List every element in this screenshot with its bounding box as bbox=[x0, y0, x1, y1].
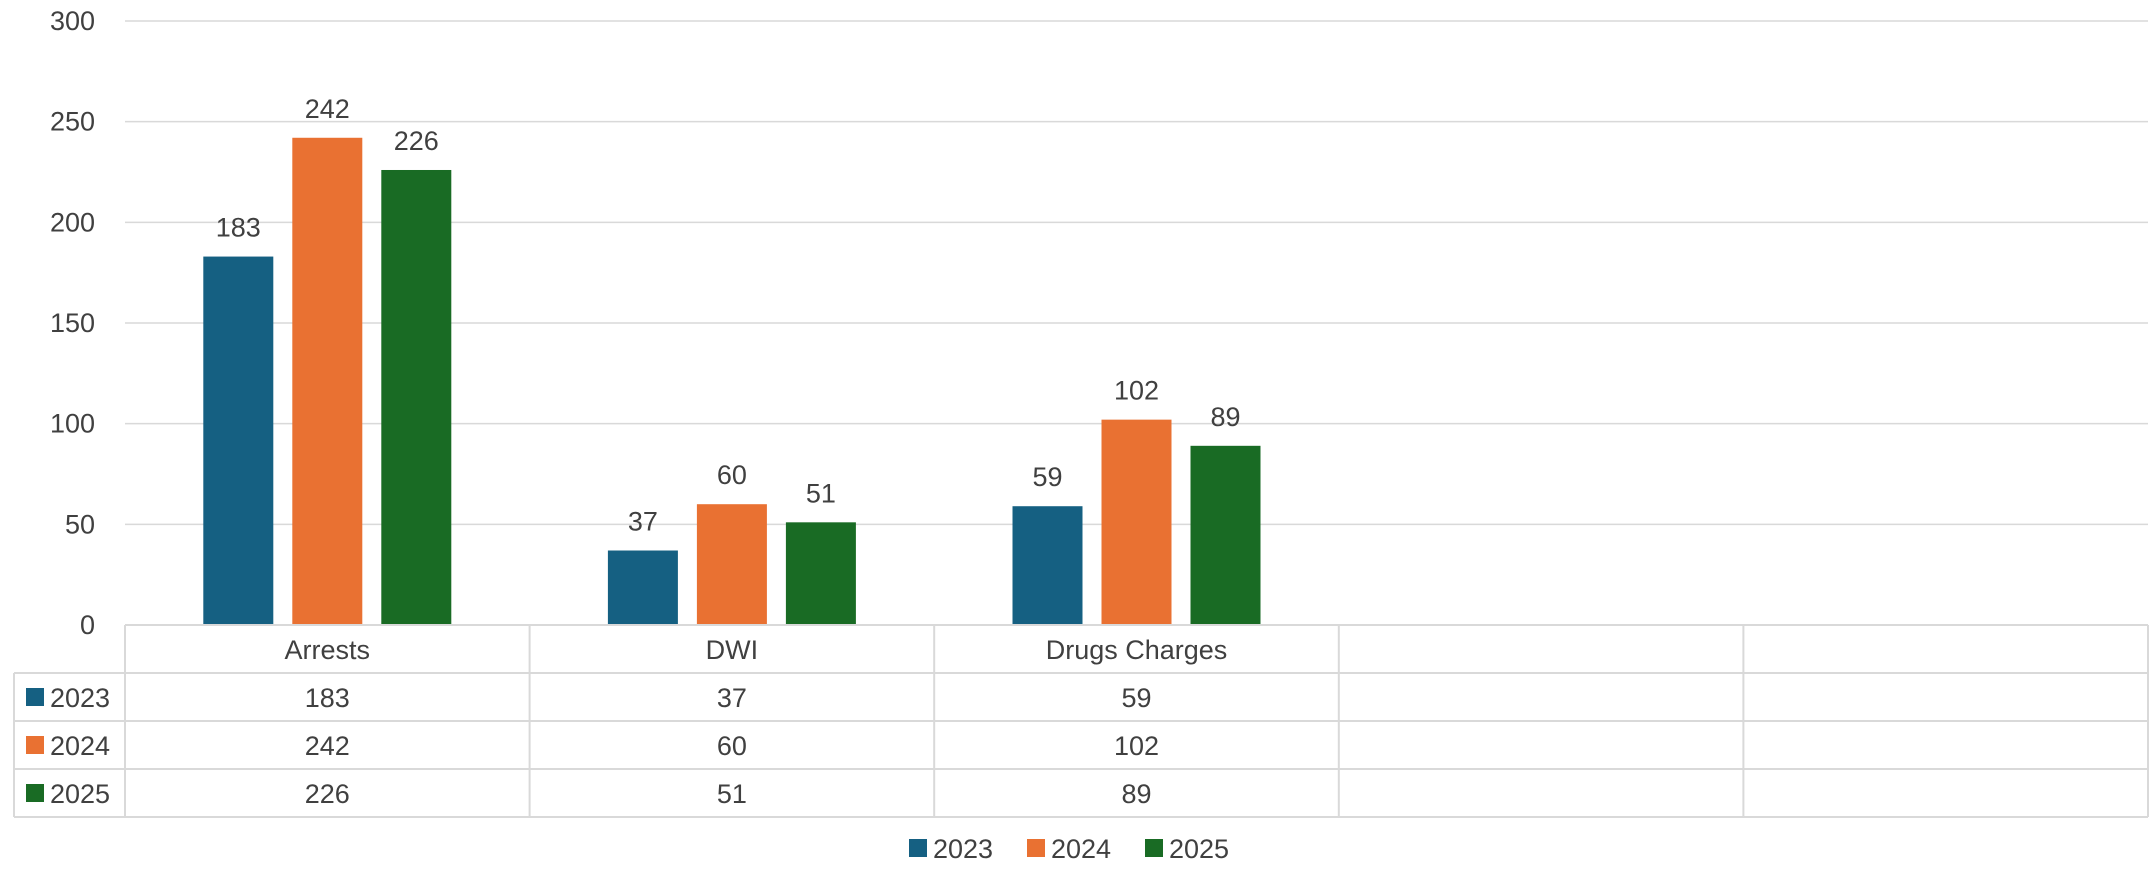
y-tick-label: 100 bbox=[50, 409, 95, 439]
bar bbox=[696, 504, 767, 625]
table-cell: 59 bbox=[1121, 683, 1151, 713]
table-cell: 183 bbox=[305, 683, 350, 713]
data-label: 102 bbox=[1114, 376, 1159, 406]
bar bbox=[292, 137, 363, 626]
table-series-label: 2025 bbox=[50, 779, 110, 809]
bar bbox=[1190, 445, 1261, 625]
legend-key bbox=[1027, 839, 1045, 857]
category-label: DWI bbox=[706, 635, 758, 665]
legend-key bbox=[909, 839, 927, 857]
table-cell: 89 bbox=[1121, 779, 1151, 809]
legend: 2023 2024 2025 bbox=[909, 834, 1229, 864]
table-cell: 102 bbox=[1114, 731, 1159, 761]
y-tick-label: 0 bbox=[80, 610, 95, 640]
bar bbox=[203, 256, 274, 625]
table-legend-key bbox=[26, 784, 44, 802]
legend-key bbox=[1145, 839, 1163, 857]
bar bbox=[607, 550, 678, 625]
table-cell: 51 bbox=[717, 779, 747, 809]
data-label: 226 bbox=[394, 126, 439, 156]
table-cell: 60 bbox=[717, 731, 747, 761]
bars bbox=[203, 137, 1261, 626]
y-tick-label: 150 bbox=[50, 308, 95, 338]
data-labels: 183 242 226 37 60 51 59 102 89 bbox=[216, 94, 1241, 537]
legend-label: 2023 bbox=[933, 834, 993, 864]
data-table: Arrests DWI Drugs Charges 2023 183 37 59 2024 24… bbox=[13, 624, 2149, 818]
y-tick-label: 300 bbox=[50, 6, 95, 36]
data-label: 51 bbox=[806, 478, 836, 508]
legend-label: 2024 bbox=[1051, 834, 1111, 864]
data-label: 37 bbox=[628, 507, 658, 537]
y-axis: 0 50 100 150 200 250 300 bbox=[50, 6, 95, 640]
table-cell: 242 bbox=[305, 731, 350, 761]
table-cell: 226 bbox=[305, 779, 350, 809]
data-label: 183 bbox=[216, 213, 261, 243]
bar bbox=[1101, 419, 1172, 625]
table-series-label: 2024 bbox=[50, 731, 110, 761]
table-legend-key bbox=[26, 688, 44, 706]
bar bbox=[1012, 506, 1083, 625]
table-cell: 37 bbox=[717, 683, 747, 713]
category-label: Drugs Charges bbox=[1046, 635, 1228, 665]
data-label: 89 bbox=[1210, 402, 1240, 432]
table-series-label: 2023 bbox=[50, 683, 110, 713]
bar bbox=[381, 169, 452, 625]
y-tick-label: 250 bbox=[50, 107, 95, 137]
y-tick-label: 200 bbox=[50, 207, 95, 237]
table-legend-key bbox=[26, 736, 44, 754]
gridlines bbox=[125, 20, 2148, 526]
legend-label: 2025 bbox=[1169, 834, 1229, 864]
data-label: 60 bbox=[717, 460, 747, 490]
data-label: 59 bbox=[1032, 462, 1062, 492]
data-label: 242 bbox=[305, 94, 350, 124]
y-tick-label: 50 bbox=[65, 509, 95, 539]
category-label: Arrests bbox=[285, 635, 371, 665]
bar bbox=[785, 522, 856, 625]
